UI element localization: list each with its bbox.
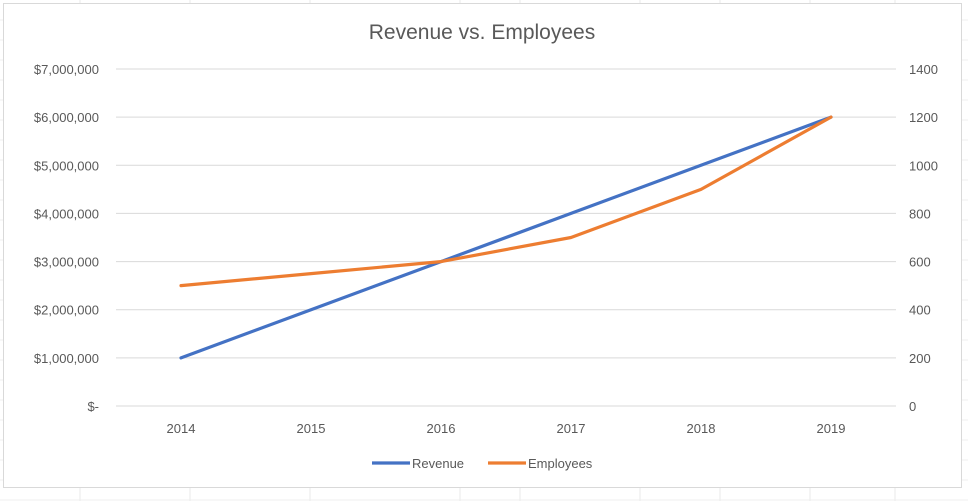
legend-label: Employees: [528, 456, 593, 471]
right-axis: 0 200 400 600 800 1000 1200 1400: [909, 62, 938, 414]
legend-label: Revenue: [412, 456, 464, 471]
right-tick-label: 800: [909, 206, 931, 221]
chart-title: Revenue vs. Employees: [369, 21, 595, 44]
x-tick-label: 2016: [427, 421, 456, 436]
left-tick-label: $6,000,000: [34, 110, 99, 125]
series-line-employees[interactable]: [179, 115, 833, 288]
right-tick-label: 200: [909, 351, 931, 366]
x-tick-label: 2019: [817, 421, 846, 436]
right-tick-label: 1000: [909, 158, 938, 173]
x-tick-label: 2018: [687, 421, 716, 436]
left-tick-label: $3,000,000: [34, 255, 99, 270]
left-tick-label: $7,000,000: [34, 62, 99, 77]
legend: Revenue Employees: [372, 456, 593, 471]
series-lines: [179, 115, 833, 360]
right-tick-label: 0: [909, 399, 916, 414]
right-tick-label: 600: [909, 255, 931, 270]
chart-area[interactable]: $- $1,000,000 $2,000,000 $3,000,000 $4,000,0…: [3, 3, 962, 488]
left-tick-label: $5,000,000: [34, 158, 99, 173]
chart-canvas: $- $1,000,000 $2,000,000 $3,000,000 $4,000,0…: [34, 21, 938, 471]
right-tick-label: 1400: [909, 62, 938, 77]
right-tick-label: 1200: [909, 110, 938, 125]
series-line-revenue[interactable]: [179, 115, 833, 360]
gridlines: [116, 68, 896, 407]
right-tick-label: 400: [909, 303, 931, 318]
left-tick-label: $1,000,000: [34, 351, 99, 366]
left-tick-label: $4,000,000: [34, 206, 99, 221]
left-axis: $- $1,000,000 $2,000,000 $3,000,000 $4,000,0…: [34, 62, 99, 414]
x-tick-label: 2015: [297, 421, 326, 436]
x-tick-label: 2014: [167, 421, 196, 436]
left-tick-label: $2,000,000: [34, 303, 99, 318]
left-tick-label: $-: [87, 399, 99, 414]
x-tick-label: 2017: [557, 421, 586, 436]
x-axis: 2014 2015 2016 2017 2018 2019: [167, 421, 846, 436]
